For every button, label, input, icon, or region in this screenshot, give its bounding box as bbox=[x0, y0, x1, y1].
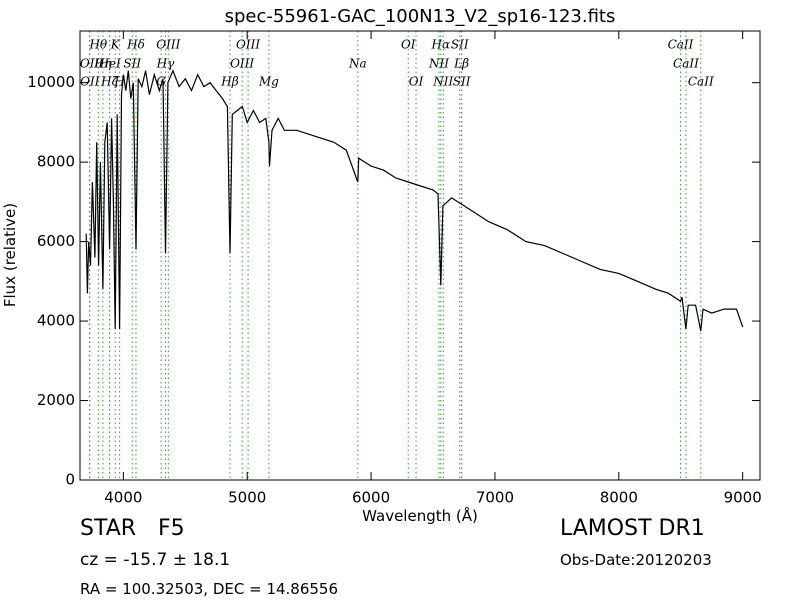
spectral-line-label: Hζ bbox=[100, 75, 119, 89]
spectral-line-label: CaII bbox=[673, 57, 699, 71]
spectral-line-label: G bbox=[156, 75, 166, 89]
spectral-line-label: CaII bbox=[668, 38, 694, 52]
subclass: F5 bbox=[158, 516, 185, 541]
survey: LAMOST DR1 bbox=[560, 516, 705, 541]
spectral-line-label: OIII bbox=[236, 38, 260, 52]
spectral-line-label: Hα bbox=[431, 38, 451, 52]
y-tick-label: 4000 bbox=[37, 312, 75, 330]
spectral-line-label: Hβ bbox=[220, 75, 238, 89]
y-tick-label: 10000 bbox=[27, 73, 75, 91]
spectral-line-label: SII bbox=[451, 38, 469, 52]
spectral-line-label: OIII bbox=[230, 57, 254, 71]
y-tick-label: 8000 bbox=[37, 153, 75, 171]
cz: cz = -15.7 ± 18.1 bbox=[80, 550, 230, 570]
spectral-line-label: OII bbox=[80, 75, 100, 89]
y-tick-label: 6000 bbox=[37, 232, 75, 250]
spectral-line-label: CaII bbox=[688, 75, 714, 89]
spectral-line-label: NII bbox=[432, 75, 453, 89]
spectral-line-label: NII bbox=[428, 57, 449, 71]
spectral-line-label: Hδ bbox=[126, 38, 145, 52]
spectrum-line bbox=[85, 69, 744, 332]
spectral-line-label: Na bbox=[348, 57, 367, 71]
x-axis-label: Wavelength (Å) bbox=[362, 506, 478, 525]
y-tick-label: 0 bbox=[65, 471, 75, 489]
y-axis-label: Flux (relative) bbox=[1, 203, 19, 307]
spectral-line-label: OI bbox=[401, 38, 416, 52]
x-tick-label: 5000 bbox=[228, 489, 266, 507]
spectral-line-label: K bbox=[110, 38, 121, 52]
spectral-line-label: SII bbox=[453, 75, 471, 89]
x-tick-label: 8000 bbox=[600, 489, 638, 507]
y-tick-label: 2000 bbox=[37, 391, 75, 409]
x-tick-label: 9000 bbox=[724, 489, 762, 507]
spectral-line-label: Hγ bbox=[156, 57, 175, 71]
x-tick-label: 7000 bbox=[476, 489, 514, 507]
obs-date: Obs-Date:20120203 bbox=[560, 551, 712, 569]
spectral-line-label: Hη bbox=[93, 57, 112, 71]
x-tick-label: 6000 bbox=[352, 489, 390, 507]
spectral-line-label: Hθ bbox=[88, 38, 107, 52]
spectral-line-label: OI bbox=[409, 75, 424, 89]
spectral-line-label: OIII bbox=[156, 38, 180, 52]
spectral-line-label: Mg bbox=[258, 75, 279, 89]
coords: RA = 100.32503, DEC = 14.86556 bbox=[80, 580, 338, 598]
spectral-line-label: SII bbox=[123, 57, 141, 71]
x-tick-label: 4000 bbox=[104, 489, 142, 507]
chart-title: spec-55961-GAC_100N13_V2_sp16-123.fits bbox=[225, 6, 616, 27]
object-class: STAR bbox=[80, 516, 136, 541]
plot-frame bbox=[79, 30, 761, 481]
